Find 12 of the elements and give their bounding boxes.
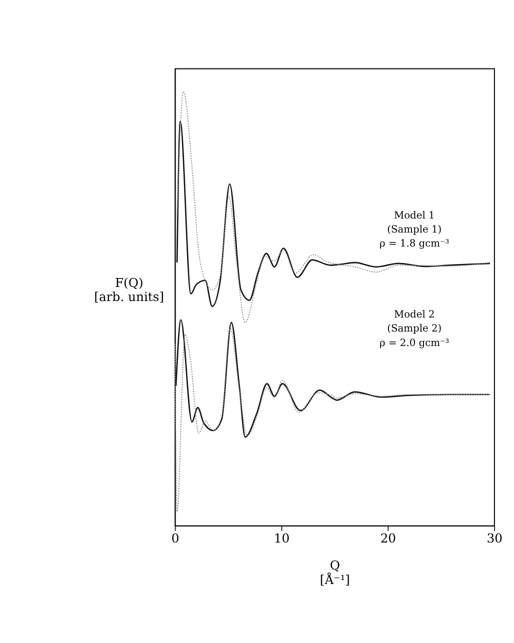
x-tick-label: 30: [486, 532, 503, 546]
annotation: ρ = 1.8 gcm⁻³: [380, 238, 450, 250]
annotation: Model 1: [394, 210, 435, 222]
annotation: (Sample 1): [387, 224, 442, 236]
x-tick-label: 10: [274, 532, 290, 546]
annotation: Model 2: [394, 310, 435, 321]
y-axis-title: F(Q) [arb. units]: [94, 276, 164, 304]
annotation: ρ = 2.0 gcm⁻³: [380, 338, 450, 349]
annotation: (Sample 2): [387, 324, 442, 335]
x-tick-label: 20: [380, 532, 396, 546]
x-tick-label: 0: [171, 532, 180, 546]
x-axis-title: Q [Å⁻¹]: [320, 558, 350, 587]
